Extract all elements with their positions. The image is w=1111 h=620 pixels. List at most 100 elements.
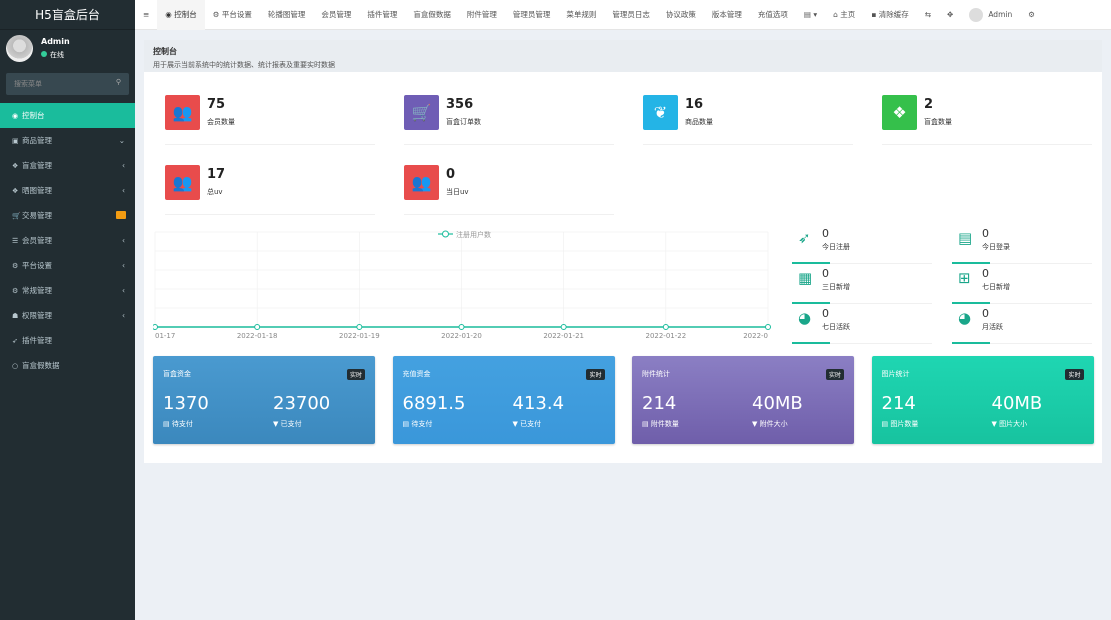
sidebar-item-7[interactable]: ⚙ 常规管理 ‹ xyxy=(0,278,135,303)
card-label-2: ▼ 已支付 xyxy=(273,419,302,429)
stat-box: 👥 0 当日uv xyxy=(404,165,614,215)
menu-toggle-icon[interactable]: ≡ xyxy=(143,9,150,19)
card-label-1: ▤ 待支付 xyxy=(163,419,193,429)
home-icon: ⌂ xyxy=(833,9,841,19)
sidebar-item-label: 会员管理 xyxy=(22,236,52,245)
sidebar-item-6[interactable]: ⚙ 平台设置 ‹ xyxy=(0,253,135,278)
card-label-2: ▼ 已支付 xyxy=(513,419,542,429)
users-icon: 👥 xyxy=(404,165,439,200)
tab-0[interactable]: ◉ 控制台 xyxy=(157,0,205,30)
underline-bar xyxy=(792,302,830,304)
card-value-1: 6891.5 xyxy=(402,393,466,414)
dropbox-icon: ❖ xyxy=(12,187,19,195)
sidebar-item-2[interactable]: ❖ 盲盒管理 ‹ xyxy=(0,153,135,178)
home-label: 主页 xyxy=(840,9,856,19)
mini-stat-value: 0 xyxy=(982,227,989,240)
tab-8[interactable]: 菜单规则 xyxy=(558,0,604,30)
mini-stat-label: 七日新增 xyxy=(982,283,1010,291)
summary-card: 充值资金 实时 6891.5 413.4 ▤ 待支付 ▼ 已支付 xyxy=(392,356,615,444)
filter-icon: ▼ xyxy=(991,420,1000,428)
list-icon: ☰ xyxy=(12,237,19,245)
sidebar-item-1[interactable]: ▣ 商品管理 ⌄ xyxy=(0,128,135,153)
tab-label: 插件管理 xyxy=(367,9,398,19)
tab-7[interactable]: 管理员管理 xyxy=(505,0,559,30)
cogs-icon: ⚙ xyxy=(12,287,19,295)
tab-12[interactable]: 充值选项 xyxy=(750,0,796,30)
group-icon: ☗ xyxy=(12,312,19,320)
users-icon: 👥 xyxy=(165,95,200,130)
stat-label: 会员数量 xyxy=(207,118,235,126)
page-subtitle: 用于展示当前系统中的统计数据、统计报表及重要实时数据 xyxy=(153,61,335,69)
card-label-2: ▼ 附件大小 xyxy=(752,419,788,429)
sidebar-item-3[interactable]: ❖ 晒图管理 ‹ xyxy=(0,178,135,203)
shopping-bag-icon: ▣ xyxy=(12,137,19,145)
translate-icon[interactable]: ⇆ xyxy=(924,9,932,19)
card-value-2: 23700 xyxy=(273,393,331,414)
mini-stat-value: 0 xyxy=(822,307,829,320)
status-text: 在线 xyxy=(50,51,64,59)
x-tick-label: 2022-01-22 xyxy=(645,332,686,340)
card-value-1: 1370 xyxy=(163,393,209,414)
card-value-2: 40MB xyxy=(991,393,1043,414)
settings-icon[interactable]: ⚙ xyxy=(1028,9,1035,19)
card-label-1: ▤ 图片数量 xyxy=(882,419,919,429)
chevron-icon: ‹ xyxy=(122,311,125,320)
cogs-icon: ⚙ xyxy=(12,262,19,270)
card-label-text: 图片大小 xyxy=(999,420,1028,428)
tab-2[interactable]: 轮播图管理 xyxy=(260,0,314,30)
app-logo[interactable]: H5盲盒后台 xyxy=(0,0,135,30)
registered-users-chart: 01-17 2022-01-18 2022-01-19 2022-01-20 2022-… xyxy=(153,230,771,340)
chevron-icon: ‹ xyxy=(122,186,125,195)
sidebar-item-8[interactable]: ☗ 权限管理 ‹ xyxy=(0,303,135,328)
search-icon[interactable]: ⚲ xyxy=(115,78,121,86)
sidebar-item-5[interactable]: ☰ 会员管理 ‹ xyxy=(0,228,135,253)
stat-box: 👥 17 总uv xyxy=(165,165,375,215)
sidebar-item-label: 常规管理 xyxy=(22,286,52,295)
tab-11[interactable]: 版本管理 xyxy=(704,0,750,30)
stat-label: 盲盒数量 xyxy=(924,118,952,126)
user-panel: Admin 在线 xyxy=(0,30,135,70)
data-point xyxy=(458,324,465,330)
sidebar-item-label: 商品管理 xyxy=(22,136,52,145)
tab-5[interactable]: 盲盒假数据 xyxy=(405,0,459,30)
legend-label: 注册用户数 xyxy=(456,230,491,239)
stat-label: 总uv xyxy=(207,188,223,196)
sidebar-item-0[interactable]: ◉ 控制台 xyxy=(0,103,135,128)
tab-10[interactable]: 协议政策 xyxy=(658,0,704,30)
card-label-text: 图片数量 xyxy=(890,420,919,428)
sidebar-item-label: 平台设置 xyxy=(22,261,52,270)
fullscreen-icon[interactable]: ✥ xyxy=(947,9,954,19)
card-title: 附件统计 xyxy=(642,370,670,378)
mini-stat: ➶ 0 今日注册 xyxy=(792,227,932,264)
more-tabs-dropdown[interactable]: ▤ ▾ xyxy=(803,9,818,19)
tab-3[interactable]: 会员管理 xyxy=(313,0,359,30)
home-link[interactable]: ⌂ 主页 xyxy=(825,0,863,30)
card-label-icon: ▤ xyxy=(642,420,651,428)
tab-9[interactable]: 管理员日志 xyxy=(604,0,658,30)
sidebar-item-9[interactable]: ➶ 插件管理 xyxy=(0,328,135,353)
clear-cache-button[interactable]: ▪ 清除缓存 xyxy=(863,0,916,30)
search-placeholder: 搜索菜单 xyxy=(14,80,42,88)
admin-name: Admin xyxy=(988,9,1013,19)
dropbox-icon: ❖ xyxy=(882,95,917,130)
summary-card: 附件统计 实时 214 40MB ▤ 附件数量 ▼ 附件大小 xyxy=(632,356,854,444)
sidebar-item-10[interactable]: ○ 盲盒假数据 xyxy=(0,353,135,378)
admin-menu[interactable]: Admin xyxy=(961,0,1020,30)
filter-icon: ▼ xyxy=(752,420,760,428)
user-circle-icon: ◕ xyxy=(958,309,972,327)
mini-stat-label: 今日注册 xyxy=(822,243,850,251)
tab-4[interactable]: 插件管理 xyxy=(359,0,405,30)
data-point xyxy=(765,324,771,330)
stat-box: ❦ 16 商品数量 xyxy=(643,95,853,145)
user-circle-icon: ◕ xyxy=(798,309,812,327)
tab-6[interactable]: 附件管理 xyxy=(459,0,505,30)
mini-stat: ▤ 0 今日登录 xyxy=(952,227,1092,264)
stat-label: 当日uv xyxy=(446,188,469,196)
tab-label: 平台设置 xyxy=(221,9,252,19)
realtime-badge: 实时 xyxy=(586,369,605,380)
tab-1[interactable]: ⚙ 平台设置 xyxy=(205,0,260,30)
sidebar-item-4[interactable]: 🛒交易管理 xyxy=(0,203,135,228)
stat-label: 盲盒订单数 xyxy=(446,118,481,126)
menu-search-input[interactable]: 搜索菜单 ⚲ xyxy=(6,73,129,95)
stat-value: 16 xyxy=(685,97,704,112)
